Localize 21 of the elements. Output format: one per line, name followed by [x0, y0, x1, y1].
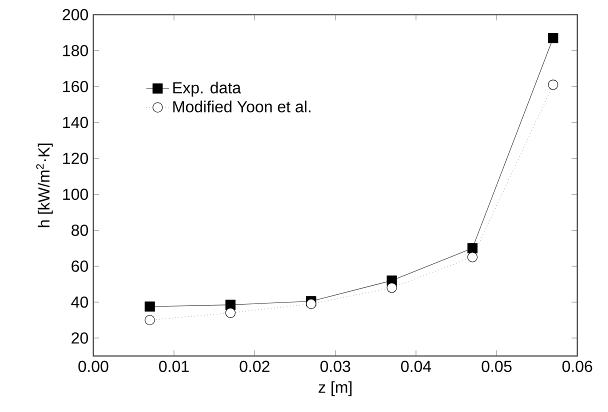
y-axis-title: h [kW/m$^{2}$·K] [36, 144, 53, 228]
x-axis-title: z [m] [318, 381, 352, 396]
y-tick-label: 160 [63, 80, 88, 92]
y-tick-label: 120 [63, 152, 88, 164]
y-tick-label: 80 [72, 224, 88, 236]
legend-label: Modified Yoon et al. [173, 100, 310, 112]
y-tick-label: 20 [72, 332, 88, 344]
y-tick-label: 180 [63, 44, 88, 56]
x-tick-label: 0.05 [482, 360, 512, 372]
x-tick-label: 0.04 [401, 360, 432, 372]
x-tick-label: 0.06 [562, 360, 592, 372]
x-tick-label: 0.00 [78, 360, 108, 372]
y-tick-label: 40 [71, 296, 88, 308]
y-tick-label: 100 [63, 188, 88, 200]
y-tick-label: 60 [72, 260, 88, 272]
y-tick-label: 200 [62, 9, 88, 20]
x-tick-label: 0.03 [320, 360, 350, 372]
y-tick-label: 140 [63, 116, 88, 128]
x-tick-label: 0.01 [159, 360, 189, 372]
legend-label: Exp. data [173, 82, 242, 97]
x-tick-label: 0.02 [240, 360, 270, 372]
